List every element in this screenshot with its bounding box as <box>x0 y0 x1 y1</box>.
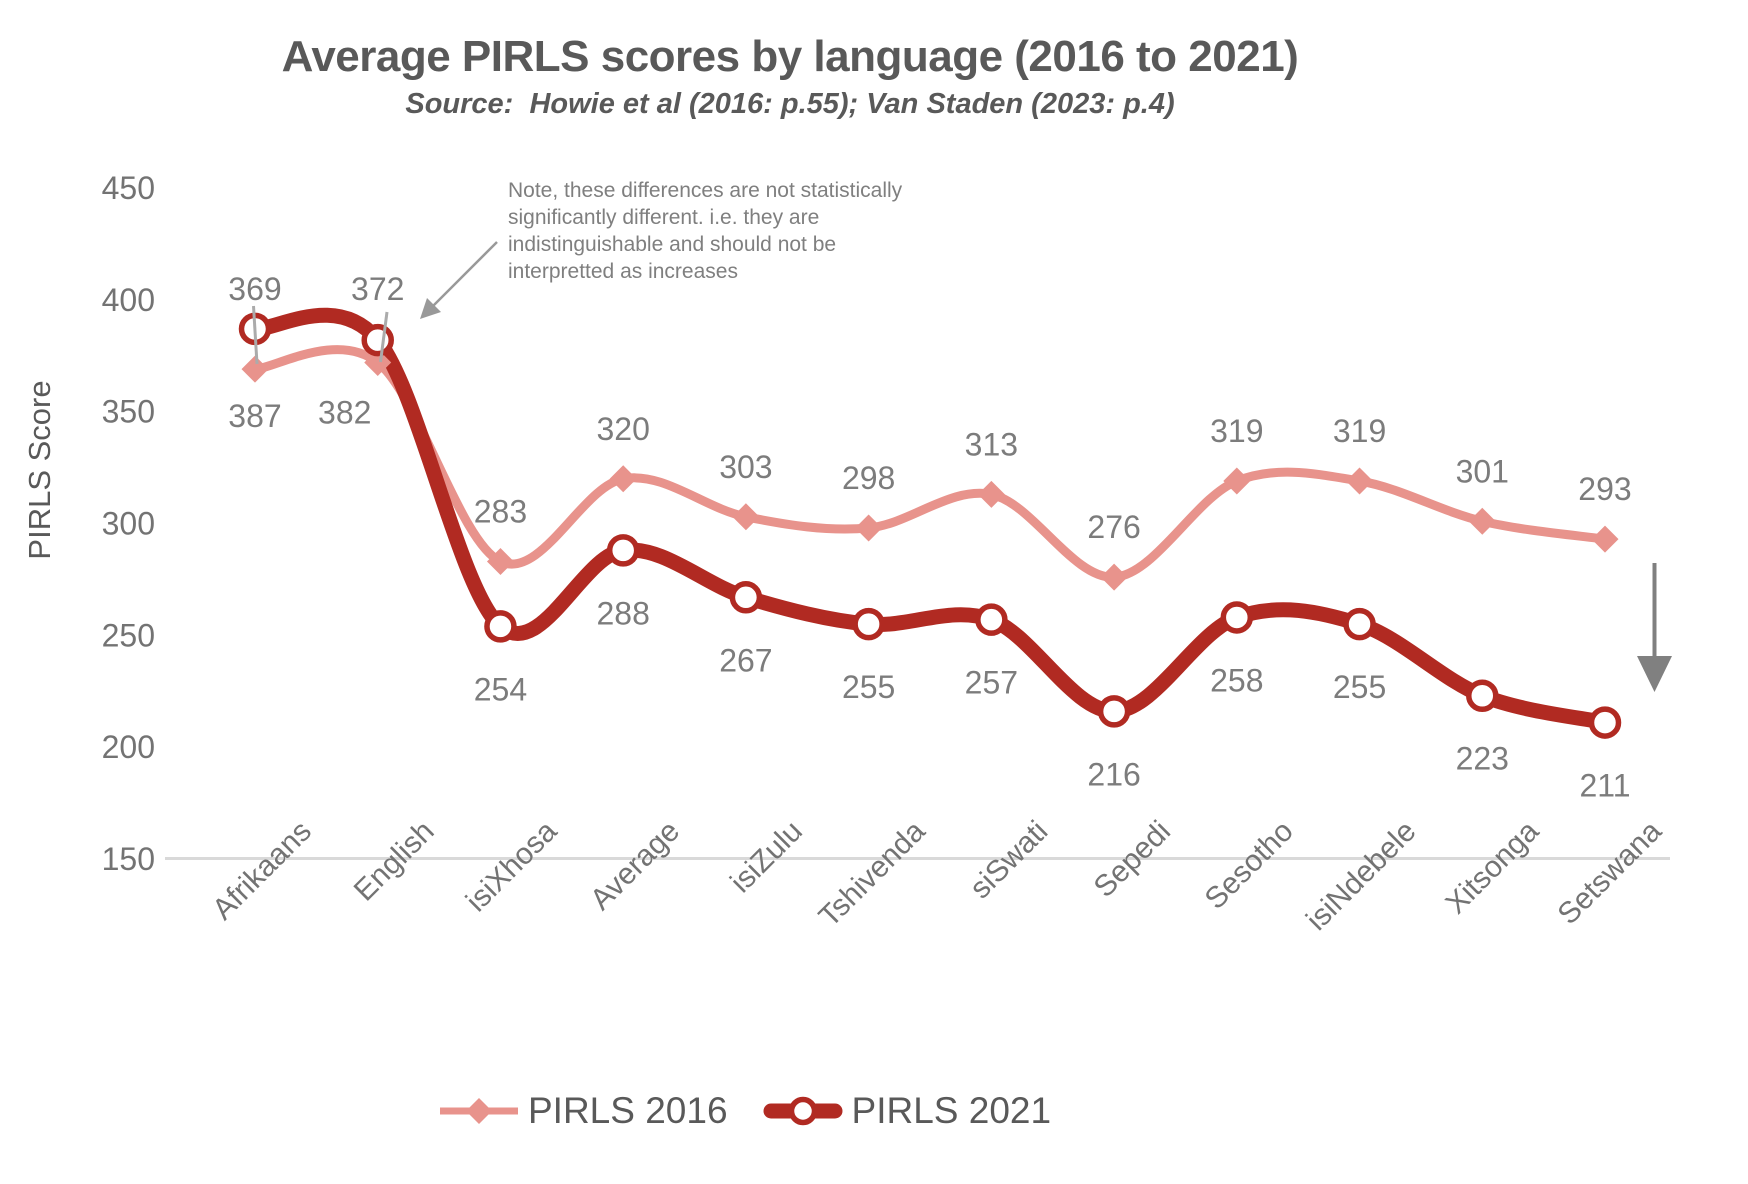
data-label-pirls-2021: 255 <box>1333 669 1386 705</box>
marker-diamond-pirls-2016 <box>1223 467 1251 495</box>
series-lines <box>254 307 1607 730</box>
marker-circle-pirls-2021 <box>729 581 763 614</box>
chart-header: Average PIRLS scores by language (2016 t… <box>0 33 1580 121</box>
legend-item-pirls-2021: PIRLS 2021 <box>762 1090 1052 1132</box>
y-axis-title: PIRLS Score <box>22 380 57 559</box>
axis-layer: 150 200 250 300 350 400 450 PIRLS Score <box>22 170 1670 877</box>
data-label-pirls-2021: 267 <box>719 642 772 678</box>
x-category-label: Sesotho <box>1199 815 1300 916</box>
data-label-pirls-2016: 283 <box>474 494 527 530</box>
marker-circle-pirls-2021 <box>1588 706 1622 739</box>
legend-label-pirls-2016: PIRLS 2016 <box>528 1090 728 1131</box>
marker-circle-pirls-2021 <box>852 607 885 641</box>
chart-subtitle: Source: Howie et al (2016: p.55); Van St… <box>405 88 1175 120</box>
x-category-label: isiNdebele <box>1300 815 1422 937</box>
annotation-arrow-icon <box>432 241 498 307</box>
annotation-line: Note, these differences are not statisti… <box>508 179 903 202</box>
y-tick-label: 300 <box>102 505 155 541</box>
data-label-pirls-2021: 223 <box>1456 741 1509 777</box>
data-label-pirls-2021: 216 <box>1087 756 1140 792</box>
data-label-pirls-2016: 372 <box>351 271 404 307</box>
marker-diamond-pirls-2016 <box>977 480 1005 508</box>
x-category-label: English <box>348 815 441 908</box>
data-label-pirls-2021: 211 <box>1579 768 1630 804</box>
marker-diamond-pirls-2016 <box>1100 563 1128 591</box>
legend-marker-pirls-2016-icon <box>440 1098 518 1124</box>
x-category-label: Average <box>584 815 686 917</box>
annotation-arrowhead-icon <box>420 298 441 319</box>
y-tick-label: 250 <box>102 617 155 653</box>
annotation-line: interpretted as increases <box>508 260 738 283</box>
data-label-pirls-2016: 320 <box>596 411 649 447</box>
x-category-label: Tshivenda <box>813 814 932 933</box>
marker-diamond-pirls-2016 <box>241 355 269 383</box>
marker-diamond-pirls-2016 <box>1591 525 1619 553</box>
y-tick-label: 350 <box>102 394 155 430</box>
y-tick-label: 400 <box>102 282 155 318</box>
data-label-pirls-2016: 369 <box>228 271 281 307</box>
data-label-pirls-2021: 382 <box>318 394 371 430</box>
data-label-pirls-2021: 387 <box>228 398 281 434</box>
label-leader-line <box>379 311 389 363</box>
annotation-line: significantly different. i.e. they are <box>508 206 820 229</box>
x-category-label: Afrikaans <box>206 815 318 927</box>
data-label-pirls-2021: 257 <box>965 665 1018 701</box>
chart-title: Average PIRLS scores by language (2016 t… <box>281 32 1299 81</box>
x-category-label: isiXhosa <box>460 814 564 918</box>
legend-marker-pirls-2021-icon <box>763 1096 843 1126</box>
data-label-pirls-2016: 301 <box>1456 453 1509 489</box>
marker-circle-pirls-2021 <box>606 534 640 567</box>
marker-circle-pirls-2021 <box>484 610 517 643</box>
data-label-pirls-2016: 319 <box>1333 413 1386 449</box>
marker-diamond-pirls-2016 <box>609 465 637 493</box>
data-label-pirls-2021: 255 <box>842 669 895 705</box>
series-markers <box>238 312 1622 739</box>
label-leader-lines <box>252 305 389 365</box>
data-label-pirls-2021: 254 <box>474 671 527 707</box>
label-leader-line <box>252 305 259 365</box>
data-label-pirls-2016: 293 <box>1578 471 1631 507</box>
data-label-pirls-2021: 288 <box>596 595 649 631</box>
x-category-label: Xitsonga <box>1439 814 1545 920</box>
marker-diamond-pirls-2016 <box>364 348 392 376</box>
annotation-line: indistinguishable and should not be <box>508 233 837 256</box>
legend: PIRLS 2016 PIRLS 2021 <box>438 1090 1051 1132</box>
marker-circle-pirls-2021 <box>975 603 1008 636</box>
legend-item-pirls-2016: PIRLS 2016 <box>438 1090 728 1132</box>
marker-circle-pirls-2021 <box>1343 607 1376 641</box>
y-tick-label: 150 <box>102 841 155 877</box>
annotation-note: Note, these differences are not statisti… <box>508 177 902 285</box>
data-label-pirls-2016: 313 <box>965 426 1018 462</box>
data-label-pirls-2016: 276 <box>1087 509 1140 545</box>
x-category-label: Setswana <box>1551 814 1668 931</box>
marker-diamond-pirls-2016 <box>1468 507 1496 535</box>
marker-diamond-pirls-2016 <box>732 503 760 531</box>
data-label-pirls-2021: 258 <box>1210 662 1263 698</box>
marker-circle-pirls-2021 <box>1220 601 1254 634</box>
data-label-pirls-2016: 298 <box>842 460 895 496</box>
marker-circle-pirls-2021 <box>361 323 394 357</box>
marker-circle-pirls-2021 <box>1097 695 1131 728</box>
marker-diamond-pirls-2016 <box>1346 467 1374 495</box>
marker-diamond-pirls-2016 <box>855 514 883 542</box>
marker-diamond-pirls-2016 <box>486 548 514 576</box>
y-tick-label: 450 <box>102 170 155 206</box>
data-label-pirls-2016: 303 <box>719 449 772 485</box>
marker-circle-pirls-2021 <box>1466 679 1499 712</box>
series-line-pirls-2021 <box>254 307 1607 730</box>
y-tick-label: 200 <box>102 729 155 765</box>
x-category-label: isiZulu <box>724 815 809 900</box>
x-axis-labels: Afrikaans English isiXhosa Average isiZulu Ts… <box>206 814 1668 937</box>
data-label-pirls-2016: 319 <box>1210 413 1263 449</box>
decline-arrowhead-icon <box>1637 656 1672 692</box>
data-labels: 369 372 283 320 303 298 313 276 319 319 301 293 387 3… <box>228 271 1631 804</box>
legend-label-pirls-2021: PIRLS 2021 <box>851 1090 1052 1131</box>
